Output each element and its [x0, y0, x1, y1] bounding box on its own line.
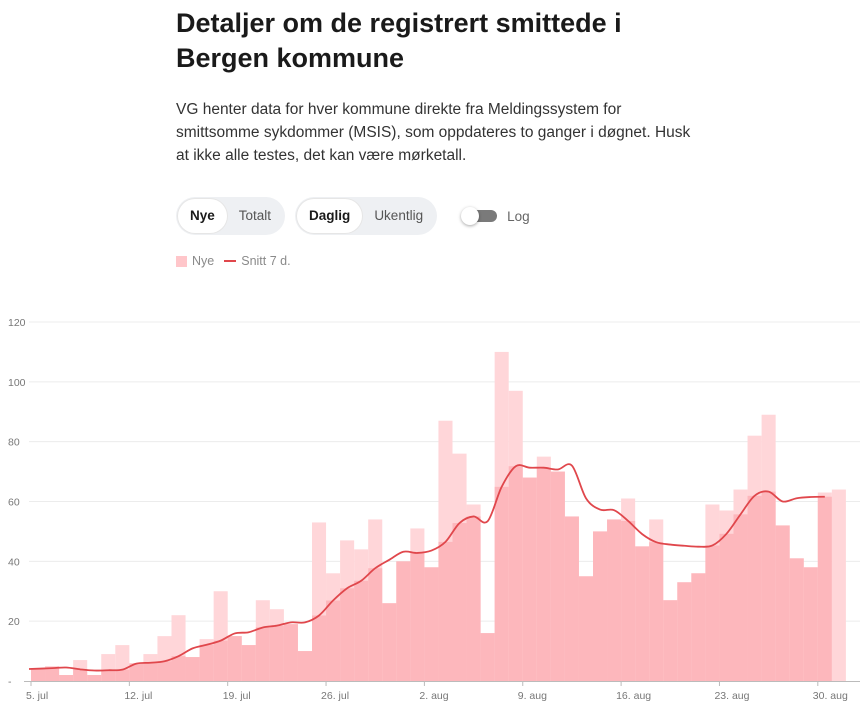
bar-overlay — [564, 516, 579, 681]
bar-overlay — [733, 514, 748, 681]
bar-overlay — [31, 669, 46, 681]
bar-overlay — [297, 651, 312, 681]
average-line — [28, 463, 825, 672]
page-description: VG henter data for hver kommune direkte … — [176, 101, 691, 164]
header: Detaljer om de registrert smittede i Ber… — [176, 6, 696, 167]
bar-overlay — [73, 669, 88, 681]
legend-line-swatch — [224, 260, 237, 262]
x-tick-label: 2. aug — [419, 690, 448, 702]
bar-overlay — [59, 675, 74, 681]
x-tick-label: 26. jul — [321, 690, 349, 702]
bar-overlay — [635, 546, 650, 681]
bar-overlay — [747, 495, 762, 681]
log-switch[interactable] — [461, 207, 498, 225]
bar-overlay — [508, 466, 523, 681]
x-tick-label: 9. aug — [518, 690, 547, 702]
interval-toggle: Daglig Ukentlig — [295, 197, 438, 235]
log-toggle[interactable]: Log — [461, 207, 530, 225]
bar-overlay — [269, 625, 284, 681]
bar-overlay — [705, 545, 720, 681]
bar-overlay — [466, 516, 481, 681]
y-tick-label: 80 — [8, 437, 20, 449]
bar-overlay — [129, 663, 144, 681]
bar-overlay — [719, 533, 734, 681]
metric-toggle: Nye Totalt — [176, 197, 286, 235]
log-toggle-label: Log — [507, 208, 530, 224]
x-tick-label: 23. aug — [714, 690, 749, 702]
bar-overlay — [171, 656, 186, 681]
bar-overlay — [354, 580, 369, 681]
bar-overlay — [775, 525, 790, 681]
bar-overlay — [241, 645, 256, 681]
bar-overlay — [536, 467, 551, 681]
page-title: Detaljer om de registrert smittede i Ber… — [176, 8, 622, 73]
bar-overlay — [803, 567, 818, 681]
bar-overlay — [45, 668, 60, 681]
legend-bar-swatch — [176, 255, 187, 267]
legend-item-nye: Nye — [176, 254, 214, 268]
bar-overlay — [382, 603, 397, 681]
x-tick-label: 16. aug — [616, 690, 651, 702]
bar-overlay — [480, 633, 495, 681]
bar-overlay — [663, 600, 678, 681]
bar-overlay — [761, 491, 776, 681]
bar-overlay — [185, 657, 200, 681]
y-tick-label: 40 — [8, 556, 20, 568]
chart-legend: Nye Snitt 7 d. — [176, 254, 301, 268]
bar-overlay — [255, 627, 270, 681]
y-tick-label: 20 — [8, 616, 20, 628]
bar-overlay — [283, 624, 298, 681]
bar-overlay — [452, 523, 467, 681]
chart-controls: Nye Totalt Daglig Ukentlig Log — [176, 197, 530, 235]
bar-overlay — [340, 588, 355, 681]
bar-overlay — [368, 568, 383, 681]
bar-overlay — [101, 670, 116, 681]
bar-overlay — [691, 573, 706, 681]
legend-label-snitt: Snitt 7 d. — [241, 254, 291, 268]
bar — [831, 489, 846, 681]
bar-overlay — [621, 520, 636, 681]
tab-nye[interactable]: Nye — [178, 199, 227, 233]
bar-overlay — [396, 561, 411, 681]
tab-totalt[interactable]: Totalt — [238, 208, 272, 223]
y-tick-label: 60 — [8, 497, 20, 509]
bar-overlay — [424, 567, 439, 681]
cases-chart: - 20 40 60 80 100 120 5. jul 12. jul 19. jul 26. j… — [8, 317, 860, 702]
bar-overlay — [789, 558, 804, 681]
x-tick-label: 12. jul — [124, 690, 152, 702]
bar-overlay — [593, 531, 608, 681]
bar-overlay — [199, 644, 214, 681]
y-tick-label: 120 — [8, 317, 26, 329]
bar-overlay — [326, 600, 341, 681]
x-tick-label: 19. jul — [223, 690, 251, 702]
y-tick-label: - — [8, 676, 12, 688]
bar-overlay — [438, 541, 453, 681]
bar-overlay — [649, 542, 664, 681]
bar-overlay — [157, 661, 172, 681]
bar-overlay — [312, 615, 327, 681]
legend-label-nye: Nye — [192, 254, 215, 268]
tab-ukentlig[interactable]: Ukentlig — [374, 208, 424, 223]
bar-overlay — [817, 496, 832, 681]
bar-overlay — [115, 669, 130, 681]
bar-overlay — [410, 552, 425, 681]
bar-overlay — [494, 486, 509, 681]
x-tick-label: 30. aug — [813, 690, 848, 702]
bar-overlay — [607, 519, 622, 681]
bar-overlay — [550, 471, 565, 681]
log-switch-knob — [461, 207, 480, 225]
bar-overlay — [213, 640, 228, 681]
bar-overlay — [522, 477, 537, 681]
bar-overlay — [677, 582, 692, 681]
bar-overlay — [143, 662, 158, 681]
y-tick-label: 100 — [8, 377, 26, 389]
x-tick-label: 5. jul — [26, 690, 48, 702]
bar-overlay — [227, 636, 242, 681]
bar-overlay — [578, 576, 593, 681]
bar-overlay — [87, 675, 102, 681]
tab-daglig[interactable]: Daglig — [297, 199, 363, 233]
legend-item-snitt: Snitt 7 d. — [224, 254, 291, 268]
